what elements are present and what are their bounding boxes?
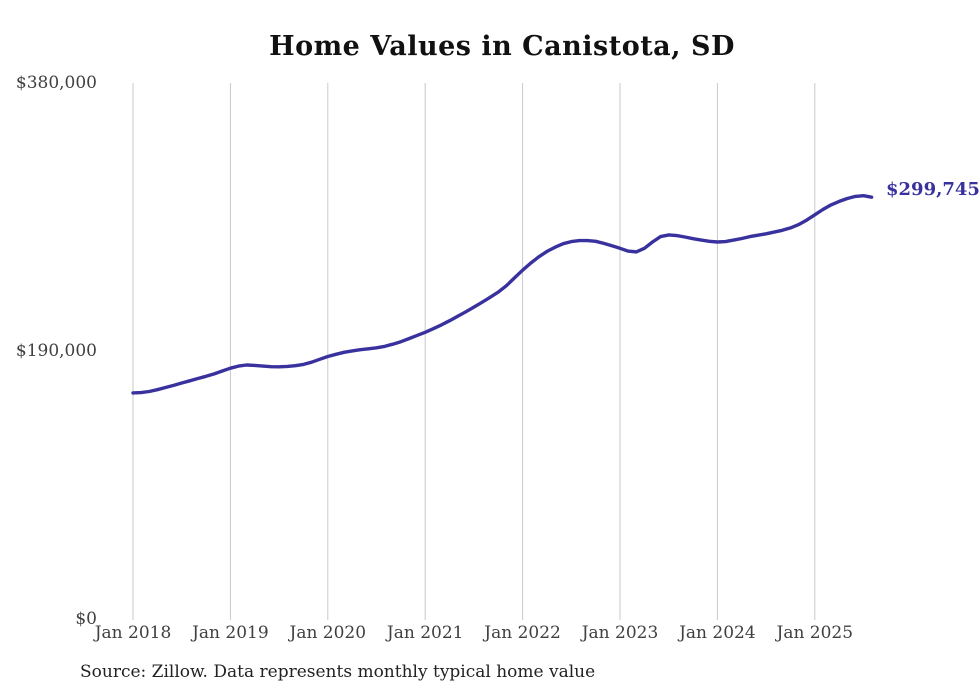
y-tick-label: $190,000 bbox=[15, 341, 97, 361]
x-tick-label: Jan 2022 bbox=[484, 623, 561, 643]
home-value-line bbox=[131, 193, 874, 395]
y-tick-label: $380,000 bbox=[15, 73, 97, 93]
x-tick-label: Jan 2018 bbox=[94, 623, 172, 643]
y-tick-label: $0 bbox=[75, 609, 97, 629]
gridline-group bbox=[132, 83, 816, 620]
x-tick-label: Jan 2020 bbox=[289, 623, 367, 643]
x-tick-label: Jan 2021 bbox=[386, 623, 464, 643]
x-tick-label: Jan 2024 bbox=[679, 623, 756, 643]
x-tick-label: Jan 2025 bbox=[776, 623, 854, 643]
end-value-label: $299,745 bbox=[886, 179, 980, 200]
x-tick-label: Jan 2019 bbox=[192, 623, 269, 643]
chart-title: Home Values in Canistota, SD bbox=[269, 31, 735, 62]
source-note: Source: Zillow. Data represents monthly … bbox=[80, 662, 596, 682]
x-tick-label: Jan 2023 bbox=[581, 623, 659, 643]
